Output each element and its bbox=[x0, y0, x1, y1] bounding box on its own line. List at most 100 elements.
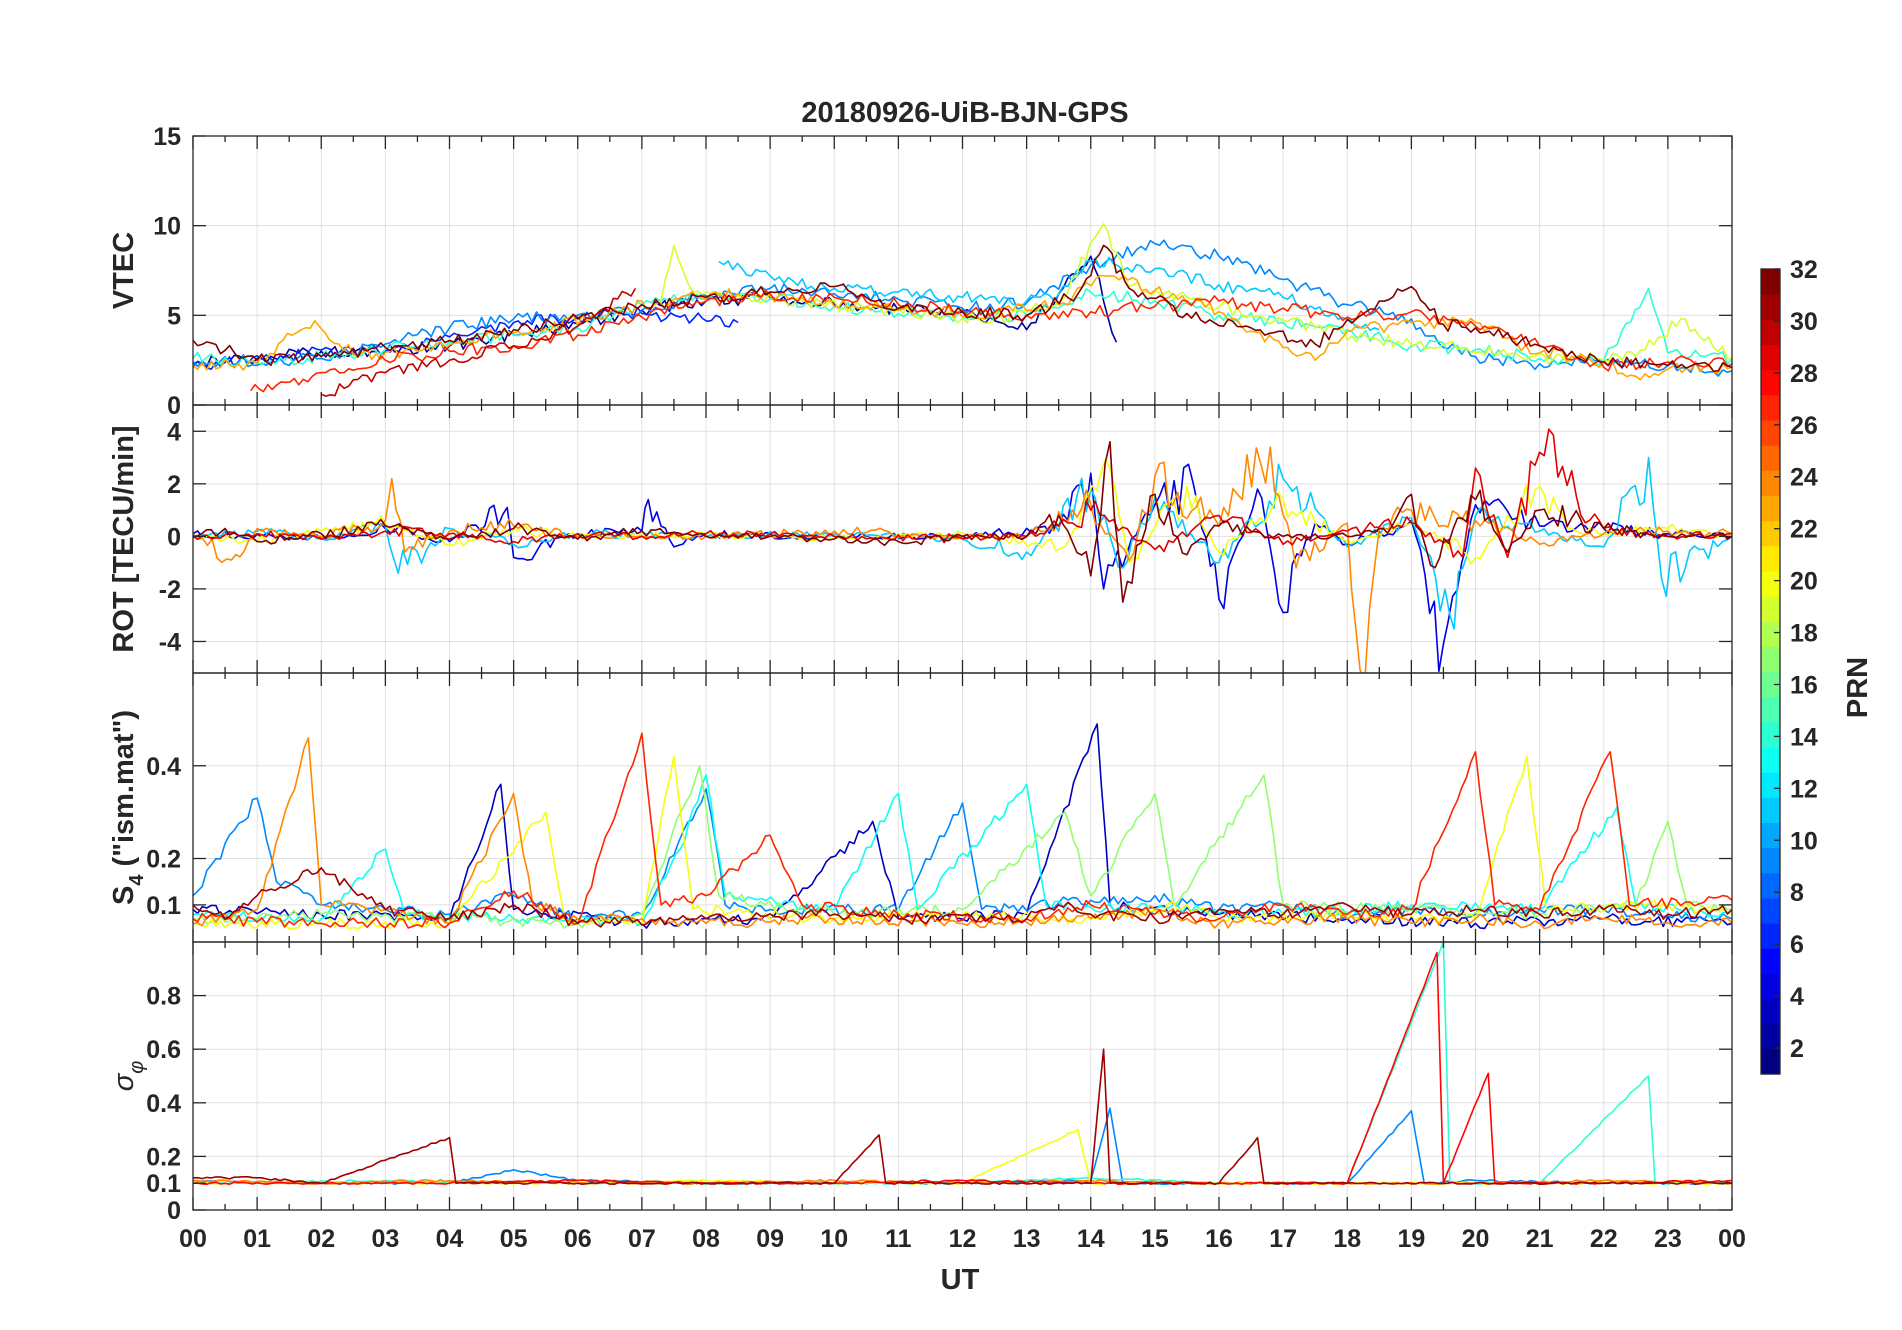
y-tick-label: 5 bbox=[167, 302, 181, 330]
x-tick-label: 04 bbox=[436, 1225, 464, 1253]
colorbar-tick-label: 30 bbox=[1790, 308, 1818, 336]
colorbar-swatch bbox=[1761, 419, 1780, 446]
panel-series bbox=[193, 723, 1732, 930]
chart-title: 20180926-UiB-BJN-GPS bbox=[801, 97, 1128, 129]
colorbar-tick-label: 28 bbox=[1790, 360, 1818, 388]
y-ticks: 0.1 0.2 0.4 bbox=[146, 753, 1732, 920]
x-tick-label: 18 bbox=[1333, 1225, 1361, 1253]
x-tick-label: 08 bbox=[692, 1225, 720, 1253]
x-tick-label: 19 bbox=[1397, 1225, 1425, 1253]
x-tick-label: 15 bbox=[1141, 1225, 1169, 1253]
panel-grid bbox=[193, 136, 1732, 405]
y-ticks: 00.10.2 0.4 0.6 0.8 bbox=[146, 983, 1732, 1225]
y-ticks: 0 5 10 15 bbox=[153, 123, 1732, 420]
colorbar-tick-label: 24 bbox=[1790, 464, 1818, 492]
colorbar-tick-label: 6 bbox=[1790, 931, 1804, 959]
x-tick-label: 12 bbox=[949, 1225, 977, 1253]
series-prn-6 bbox=[193, 306, 739, 370]
colorbar-swatch bbox=[1761, 470, 1780, 497]
colorbar-tick-label: 8 bbox=[1790, 879, 1804, 907]
series-prn-30 bbox=[320, 287, 637, 397]
y-axis-label: S4 ("ism.mat") bbox=[108, 710, 148, 905]
colorbar-tick-label: 2 bbox=[1790, 1035, 1804, 1063]
colorbar-label: PRN bbox=[1842, 657, 1874, 718]
y-tick-label: 0.4 bbox=[146, 753, 181, 781]
panel-1: 0 5 10 15 VTEC bbox=[108, 123, 1733, 420]
y-tick-label: -2 bbox=[159, 576, 181, 604]
x-tick-label: 20 bbox=[1462, 1225, 1490, 1253]
colorbar-swatch bbox=[1761, 394, 1780, 421]
series-prn-9 bbox=[193, 239, 1732, 377]
y-tick-label: 0 bbox=[167, 523, 181, 551]
y-tick-label: 2 bbox=[167, 471, 181, 499]
colorbar-swatch bbox=[1761, 344, 1780, 371]
series-prn-31 bbox=[193, 1048, 1732, 1186]
colorbar-swatch bbox=[1761, 319, 1780, 346]
y-axis-label: ROT [TECU/min] bbox=[108, 425, 140, 652]
panel-series bbox=[193, 223, 1732, 397]
x-tick-label: 13 bbox=[1013, 1225, 1041, 1253]
colorbar-tick-label: 4 bbox=[1790, 983, 1804, 1011]
colorbar-swatch bbox=[1761, 671, 1780, 698]
x-tick-label: 00 bbox=[179, 1225, 207, 1253]
y-tick-label: 0.1 bbox=[146, 892, 181, 920]
y-axis-label: VTEC bbox=[108, 232, 140, 309]
x-tick-label: 07 bbox=[628, 1225, 656, 1253]
series-prn-20 bbox=[193, 459, 1732, 565]
x-tick-label: 09 bbox=[756, 1225, 784, 1253]
x-tick-label: 16 bbox=[1205, 1225, 1233, 1253]
colorbar-tick-label: 18 bbox=[1790, 620, 1818, 648]
y-tick-label: 0.4 bbox=[146, 1090, 181, 1118]
colorbar-swatch bbox=[1761, 545, 1780, 572]
y-ticks: -4 -2 0 2 4 bbox=[159, 418, 1732, 656]
panel-series bbox=[193, 428, 1732, 673]
x-tick-label: 21 bbox=[1526, 1225, 1554, 1253]
colorbar-swatch bbox=[1761, 696, 1780, 723]
y-tick-label: 0 bbox=[167, 1197, 181, 1225]
colorbar-swatch bbox=[1761, 596, 1780, 622]
y-tick-label: 0.2 bbox=[146, 1143, 181, 1171]
x-axis-label: UT bbox=[941, 1264, 980, 1296]
colorbar-swatch bbox=[1761, 621, 1780, 647]
x-tick-label: 17 bbox=[1269, 1225, 1297, 1253]
colorbar-swatch bbox=[1761, 294, 1780, 320]
panel-grid bbox=[193, 673, 1732, 942]
colorbar-tick-label: 22 bbox=[1790, 516, 1818, 544]
colorbar-swatch bbox=[1761, 847, 1780, 874]
colorbar-swatch bbox=[1761, 570, 1780, 597]
x-ticks bbox=[192, 405, 1733, 673]
colorbar-swatch bbox=[1761, 646, 1780, 673]
colorbar-tick-label: 16 bbox=[1790, 671, 1818, 699]
y-tick-label: 0.6 bbox=[146, 1036, 181, 1064]
colorbar-swatch bbox=[1761, 822, 1780, 849]
colorbar-tick-label: 12 bbox=[1790, 775, 1818, 803]
colorbar-swatch bbox=[1761, 495, 1780, 522]
colorbar-tick-label: 14 bbox=[1790, 723, 1818, 751]
x-tick-label: 14 bbox=[1077, 1225, 1105, 1253]
x-ticks bbox=[192, 942, 1733, 1210]
series-prn-27 bbox=[193, 732, 1732, 929]
y-tick-label: 0 bbox=[167, 392, 181, 420]
colorbar-swatch bbox=[1761, 369, 1780, 396]
y-tick-label: 0.2 bbox=[146, 846, 181, 874]
colorbar-swatch bbox=[1761, 269, 1780, 295]
series-prn-9 bbox=[193, 788, 1732, 923]
x-tick-label: 06 bbox=[564, 1225, 592, 1253]
colorbar-swatch bbox=[1761, 520, 1780, 547]
y-tick-label: 0.1 bbox=[146, 1170, 181, 1198]
series-prn-11 bbox=[718, 256, 1380, 331]
colorbar-swatch bbox=[1761, 445, 1780, 471]
series-prn-19 bbox=[660, 223, 1732, 365]
y-tick-label: 15 bbox=[153, 123, 181, 151]
colorbar-swatch bbox=[1761, 772, 1780, 798]
colorbar-swatch bbox=[1761, 746, 1780, 773]
series-prn-32 bbox=[193, 441, 1732, 603]
panel-4: 00.10.2 0.4 0.6 0.8 σφ bbox=[108, 941, 1733, 1225]
series-prn-23 bbox=[193, 274, 1732, 381]
colorbar-swatch bbox=[1761, 1023, 1780, 1050]
x-tick-label: 03 bbox=[371, 1225, 399, 1253]
colorbar-swatch bbox=[1761, 797, 1780, 824]
